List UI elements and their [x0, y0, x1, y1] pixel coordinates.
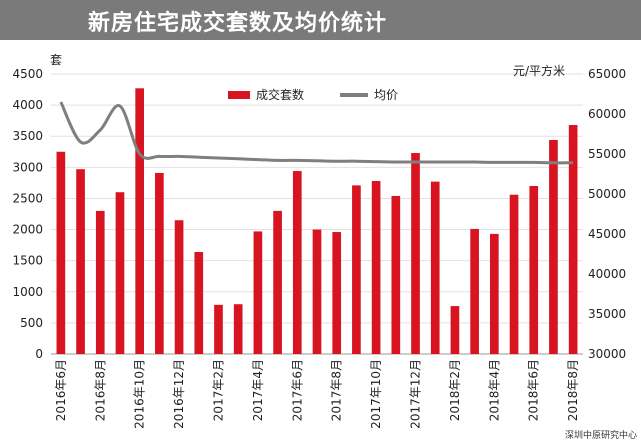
right-tick-label: 45000 — [588, 227, 626, 241]
right-tick-label: 50000 — [588, 187, 626, 201]
right-tick-label: 60000 — [588, 107, 626, 121]
chart-area: 0 500 1000 1500 2000 2500 3000 3500 4000 4500 300… — [12, 53, 637, 441]
bar — [489, 233, 499, 354]
left-tick-label: 3500 — [12, 129, 43, 143]
bar — [391, 195, 401, 354]
bar — [273, 210, 282, 354]
x-tick-label: 2017年4月 — [251, 359, 265, 421]
right-tick-label: 65000 — [588, 67, 626, 81]
bar — [568, 125, 578, 355]
x-tick-label: 2016年12月 — [172, 359, 186, 429]
price-line — [59, 101, 574, 165]
left-tick-label: 1500 — [12, 254, 43, 268]
bar — [292, 171, 302, 354]
x-tick-label: 2017年8月 — [330, 359, 344, 421]
bar — [76, 169, 85, 354]
x-tick-label: 2018年2月 — [448, 359, 462, 421]
legend-line-label: 均价 — [374, 88, 398, 102]
right-tick-label: 40000 — [588, 267, 626, 281]
left-tick-label: 4000 — [12, 98, 43, 112]
x-tick-label: 2016年6月 — [54, 359, 68, 421]
x-tick-label: 2016年8月 — [93, 359, 107, 421]
bar — [470, 228, 479, 354]
bar — [253, 231, 263, 354]
left-axis-unit: 套 — [50, 53, 62, 67]
x-tick-label: 2017年10月 — [369, 359, 383, 429]
x-tick-label: 2018年8月 — [566, 359, 580, 421]
title-banner: 新房住宅成交套数及均价统计 — [0, 0, 641, 40]
left-tick-label: 0 — [35, 347, 43, 361]
bar — [233, 304, 243, 354]
x-tick-label: 2018年4月 — [487, 359, 501, 421]
x-tick-label: 2017年2月 — [211, 359, 225, 421]
bar — [174, 220, 184, 354]
legend-bar-label: 成交套数 — [256, 87, 304, 102]
left-tick-label: 1000 — [12, 285, 43, 299]
right-tick-label: 35000 — [588, 307, 626, 321]
bar — [352, 185, 361, 354]
left-tick-label: 500 — [20, 316, 43, 330]
bar — [155, 172, 164, 354]
bar — [194, 251, 204, 354]
bar — [450, 306, 460, 354]
bar — [135, 88, 145, 355]
x-tick-label: 2016年10月 — [133, 359, 147, 429]
bar — [332, 232, 342, 354]
bar — [312, 229, 322, 354]
page-title: 新房住宅成交套数及均价统计 — [88, 11, 388, 36]
bar — [56, 151, 66, 354]
x-tick-label: 2017年6月 — [290, 359, 304, 421]
bar — [549, 139, 558, 354]
x-tick-label: 2018年6月 — [527, 359, 541, 421]
x-tick-label: 2017年12月 — [409, 359, 423, 429]
right-tick-label: 30000 — [588, 347, 626, 361]
bar — [529, 186, 539, 354]
bar — [214, 304, 223, 354]
bar — [115, 192, 125, 354]
left-tick-label: 4500 — [12, 67, 43, 81]
bar — [371, 181, 381, 354]
right-tick-label: 55000 — [588, 147, 626, 161]
bar — [411, 153, 420, 354]
left-tick-label: 2000 — [12, 223, 43, 237]
left-tick-label: 3000 — [12, 160, 43, 174]
bar — [430, 181, 440, 354]
bar — [95, 210, 105, 354]
right-axis-unit: 元/平方米 — [513, 63, 565, 78]
bar — [509, 194, 519, 354]
source-note: 深圳中原研究中心 — [565, 429, 637, 441]
left-tick-label: 2500 — [12, 191, 43, 205]
legend-bar-swatch — [228, 91, 250, 99]
